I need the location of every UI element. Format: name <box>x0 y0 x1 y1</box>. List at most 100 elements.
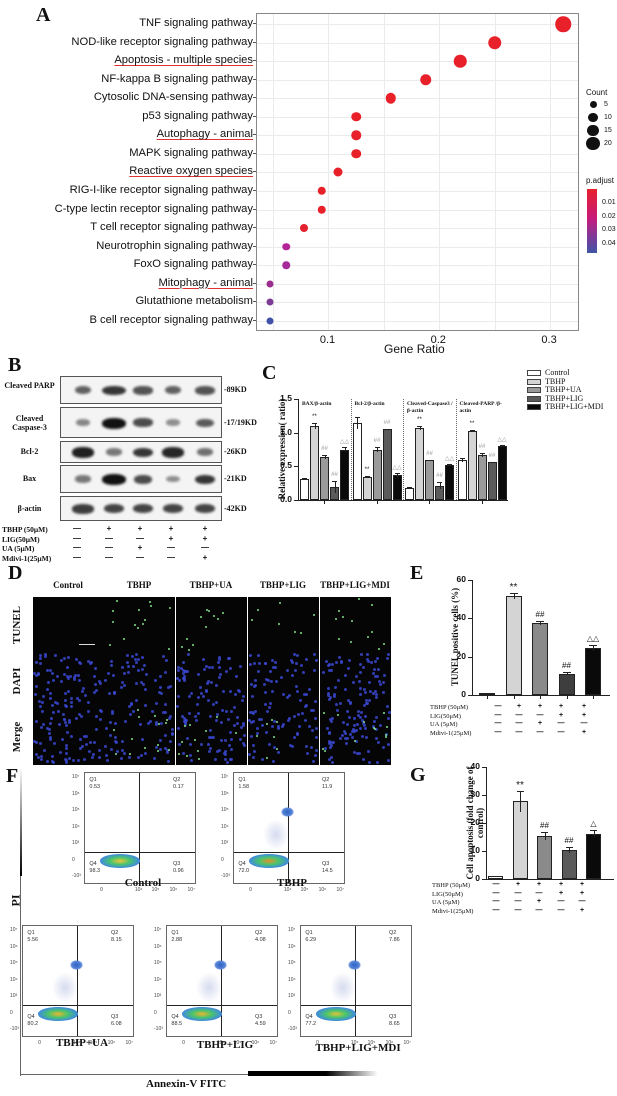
nucleus <box>62 656 66 660</box>
nucleus <box>242 724 246 728</box>
nucleus <box>146 721 150 725</box>
x-axis-tick: 10⁶ <box>169 887 178 893</box>
bar <box>310 425 319 500</box>
molecular-weight-label: -42KD <box>224 503 247 513</box>
condition-label: Mdivi-1(25μM) <box>432 907 474 915</box>
error-bar <box>314 423 316 429</box>
nucleus <box>120 680 124 684</box>
nucleus <box>99 718 103 722</box>
nucleus <box>299 664 303 668</box>
nucleus <box>149 720 153 723</box>
nucleus <box>351 728 355 732</box>
tunel-positive-cell <box>113 729 116 732</box>
tunel-positive-cell <box>383 712 386 715</box>
tunel-positive-cell <box>350 620 353 623</box>
quadrant-name: Q3 <box>173 861 181 867</box>
x-axis-tick: 10⁶ <box>318 887 327 893</box>
tunel-positive-cell <box>208 609 210 612</box>
quadrant-label: Q3 0.96 <box>173 861 184 875</box>
y-tick-mark <box>294 466 298 468</box>
quadrant-name: Q1 <box>89 777 97 784</box>
grid-line <box>328 14 330 330</box>
y-tick-label: 20 <box>470 817 480 827</box>
quadrant-name: Q1 <box>171 930 179 937</box>
nucleus <box>260 723 264 727</box>
nucleus <box>386 705 390 709</box>
error-cap <box>374 446 380 448</box>
quadrant-gate-vertical <box>354 926 356 1036</box>
nucleus <box>135 653 139 657</box>
quadrant-percentage: 6.08 <box>111 1021 122 1027</box>
y-tick-label: 0 <box>475 873 480 883</box>
condition-sign: + <box>579 906 585 914</box>
grid-line <box>383 14 385 330</box>
nucleus <box>350 735 354 739</box>
nucleus <box>181 660 185 664</box>
condition-sign: — <box>557 728 565 736</box>
nucleus <box>229 709 233 713</box>
nucleus <box>359 715 363 719</box>
condition-sign: — <box>514 898 522 905</box>
microscopy-image <box>104 597 175 653</box>
condition-sign: — <box>73 533 81 543</box>
y-axis-tick: -10³ <box>154 1026 163 1032</box>
nucleus <box>253 749 257 753</box>
nucleus <box>353 716 357 720</box>
tunel-positive-cell <box>137 609 140 612</box>
nucleus <box>249 662 253 666</box>
pathway-label: Autophagy - animal <box>156 128 253 141</box>
error-cap <box>332 481 337 483</box>
nucleus <box>76 758 80 762</box>
error-bar <box>482 452 483 457</box>
nucleus <box>194 718 198 722</box>
nucleus <box>353 751 357 755</box>
nucleus <box>38 654 42 658</box>
nucleus <box>209 681 213 685</box>
nucleus <box>218 666 222 670</box>
nucleus <box>92 741 96 745</box>
nucleus <box>69 701 73 705</box>
nucleus <box>90 660 94 664</box>
tunel-positive-cell <box>123 638 126 641</box>
nucleus <box>266 678 270 682</box>
pathway-label: Cytosolic DNA-sensing pathway <box>93 91 253 104</box>
protein-band <box>102 385 126 396</box>
condition-sign: + <box>558 889 564 897</box>
nucleus <box>309 709 313 713</box>
condition-label: UA (5μM) <box>2 544 35 553</box>
error-cap <box>590 830 597 831</box>
nucleus <box>55 702 59 706</box>
microscopy-image <box>320 597 391 653</box>
y-tick-mark <box>468 695 472 696</box>
error-cap <box>562 672 571 674</box>
nucleus <box>387 710 391 714</box>
nucleus <box>193 714 197 718</box>
nucleus <box>134 698 138 702</box>
nucleus <box>302 671 306 675</box>
nucleus <box>188 754 192 758</box>
nucleus <box>249 734 253 738</box>
nucleus <box>177 727 181 731</box>
protein-band <box>165 419 181 426</box>
x-tick-mark <box>566 695 568 699</box>
y-tick-mark <box>253 264 256 266</box>
nucleus <box>294 662 298 666</box>
nucleus <box>78 679 82 683</box>
protein-band <box>194 504 216 514</box>
error-bar <box>397 473 398 478</box>
error-cap <box>541 832 548 834</box>
condition-sign: + <box>137 543 143 552</box>
group-divider <box>350 399 352 500</box>
data-dot <box>300 224 309 233</box>
nucleus <box>369 690 373 694</box>
nucleus <box>130 654 134 658</box>
nucleus <box>188 711 192 715</box>
count-legend-item: 5 <box>586 99 608 110</box>
tunel-positive-cell <box>197 757 200 760</box>
nucleus <box>363 687 367 691</box>
nucleus <box>312 669 316 673</box>
protein-label: Cleaved Caspase-3 <box>12 413 47 432</box>
image-row-label: DAPI <box>11 667 23 695</box>
nucleus <box>303 719 307 723</box>
nucleus <box>293 714 297 718</box>
